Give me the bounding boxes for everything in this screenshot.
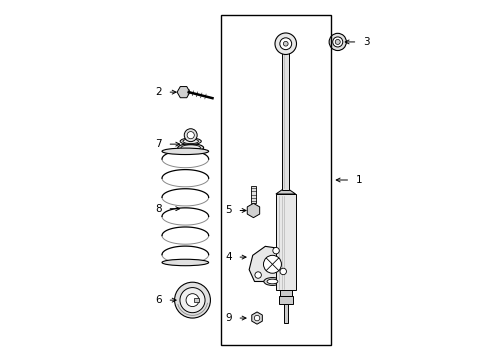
- Text: 2: 2: [155, 87, 162, 97]
- Circle shape: [274, 33, 296, 54]
- Circle shape: [174, 282, 210, 318]
- Ellipse shape: [183, 139, 198, 144]
- Circle shape: [272, 247, 279, 254]
- Ellipse shape: [162, 259, 208, 266]
- Circle shape: [283, 41, 287, 46]
- Text: 9: 9: [224, 313, 231, 323]
- Ellipse shape: [266, 279, 277, 284]
- Circle shape: [332, 37, 342, 47]
- Polygon shape: [251, 312, 262, 324]
- Circle shape: [187, 132, 194, 139]
- Text: 5: 5: [224, 206, 231, 216]
- Ellipse shape: [180, 138, 201, 144]
- Ellipse shape: [162, 148, 208, 154]
- Circle shape: [279, 38, 291, 50]
- Text: 1: 1: [355, 175, 362, 185]
- Polygon shape: [275, 190, 295, 194]
- Circle shape: [254, 315, 259, 321]
- Polygon shape: [177, 86, 190, 98]
- Text: 6: 6: [155, 295, 162, 305]
- Bar: [283, 304, 287, 323]
- Bar: [221, 15, 330, 345]
- Bar: [279, 291, 291, 296]
- Ellipse shape: [181, 145, 200, 150]
- Circle shape: [263, 255, 281, 273]
- Bar: [278, 296, 292, 304]
- Text: 7: 7: [155, 139, 162, 149]
- Polygon shape: [247, 203, 259, 218]
- Circle shape: [328, 33, 346, 50]
- Bar: [250, 186, 255, 203]
- Text: 4: 4: [224, 252, 231, 262]
- Circle shape: [185, 294, 199, 307]
- Ellipse shape: [178, 144, 203, 152]
- Bar: [194, 298, 199, 302]
- Text: 3: 3: [363, 37, 369, 47]
- Circle shape: [180, 288, 204, 313]
- Circle shape: [280, 268, 286, 275]
- Bar: [275, 194, 295, 291]
- Text: 8: 8: [155, 204, 162, 214]
- Bar: [282, 48, 289, 190]
- Circle shape: [335, 40, 340, 44]
- Ellipse shape: [264, 278, 281, 285]
- Circle shape: [254, 272, 261, 278]
- Polygon shape: [249, 246, 290, 282]
- Circle shape: [184, 129, 197, 141]
